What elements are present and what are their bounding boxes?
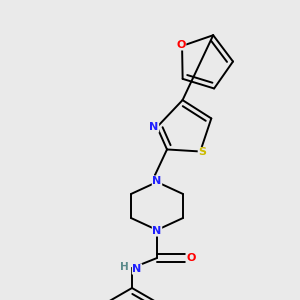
Text: H: H [120, 262, 128, 272]
Text: N: N [132, 264, 142, 274]
Text: N: N [152, 226, 162, 236]
Text: S: S [198, 148, 206, 158]
Text: N: N [152, 176, 162, 186]
Text: O: O [186, 253, 196, 263]
Text: N: N [149, 122, 159, 132]
Text: O: O [176, 40, 186, 50]
